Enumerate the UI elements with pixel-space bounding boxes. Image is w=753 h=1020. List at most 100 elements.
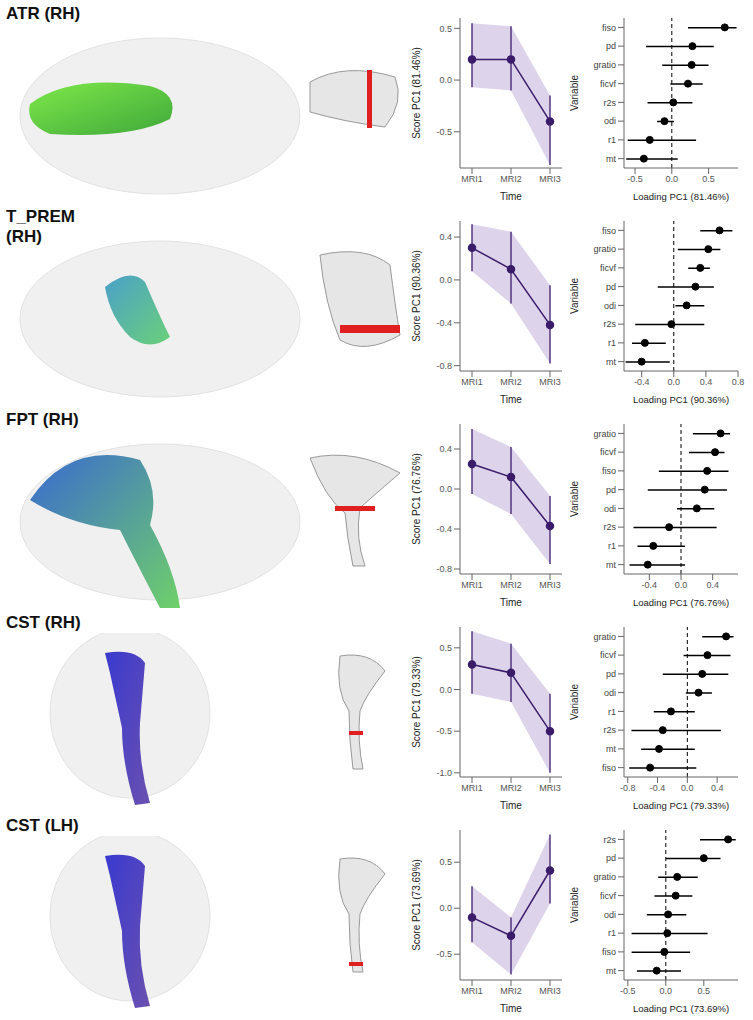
svg-text:-0.4: -0.4 <box>634 377 650 387</box>
svg-text:fiso: fiso <box>602 23 616 33</box>
svg-text:odi: odi <box>604 688 616 698</box>
svg-text:r2s: r2s <box>603 522 616 532</box>
svg-text:0.4: 0.4 <box>700 377 713 387</box>
svg-text:Score PC1 (79.33%): Score PC1 (79.33%) <box>411 656 422 748</box>
svg-text:-0.5: -0.5 <box>620 986 636 996</box>
svg-text:MRI3: MRI3 <box>539 377 561 387</box>
svg-text:MRI3: MRI3 <box>539 986 561 996</box>
svg-text:Score PC1 (81.46%): Score PC1 (81.46%) <box>411 47 422 139</box>
svg-text:odi: odi <box>604 504 616 514</box>
svg-text:fiso: fiso <box>602 226 616 236</box>
svg-text:odi: odi <box>604 910 616 920</box>
svg-text:Score PC1 (90.36%): Score PC1 (90.36%) <box>411 250 422 342</box>
svg-text:MRI3: MRI3 <box>539 580 561 590</box>
svg-text:0.4: 0.4 <box>439 232 452 242</box>
svg-text:gratio: gratio <box>593 244 616 254</box>
svg-text:pd: pd <box>606 282 616 292</box>
svg-text:r1: r1 <box>608 541 616 551</box>
svg-text:Variable: Variable <box>570 887 580 923</box>
svg-text:-0.4: -0.4 <box>642 580 658 590</box>
svg-text:fiso: fiso <box>602 466 616 476</box>
svg-text:-0.4: -0.4 <box>436 524 452 534</box>
svg-text:Variable: Variable <box>570 75 580 111</box>
svg-text:0.5: 0.5 <box>702 174 715 184</box>
svg-text:gratio: gratio <box>593 60 616 70</box>
svg-text:0.0: 0.0 <box>439 275 452 285</box>
svg-text:r1: r1 <box>608 135 616 145</box>
svg-text:MRI2: MRI2 <box>500 783 522 793</box>
svg-text:odi: odi <box>604 116 616 126</box>
svg-text:0.5: 0.5 <box>439 643 452 653</box>
svg-text:Time: Time <box>500 597 522 608</box>
svg-text:Loading PC1 (81.46%): Loading PC1 (81.46%) <box>633 191 729 202</box>
svg-text:r2s: r2s <box>603 835 616 845</box>
svg-text:0.0: 0.0 <box>439 685 452 695</box>
svg-text:Score PC1 (73.69%): Score PC1 (73.69%) <box>411 859 422 951</box>
svg-text:gratio: gratio <box>593 872 616 882</box>
svg-text:pd: pd <box>606 41 616 51</box>
svg-text:Time: Time <box>500 1003 522 1014</box>
svg-text:0.0: 0.0 <box>439 484 452 494</box>
svg-text:r1: r1 <box>608 707 616 717</box>
svg-text:Time: Time <box>500 800 522 811</box>
svg-text:Variable: Variable <box>570 481 580 517</box>
svg-text:Variable: Variable <box>570 278 580 314</box>
svg-text:ficvf: ficvf <box>600 891 617 901</box>
svg-text:-1.0: -1.0 <box>436 768 452 778</box>
svg-text:MRI3: MRI3 <box>539 174 561 184</box>
svg-text:gratio: gratio <box>593 632 616 642</box>
svg-text:0.0: 0.0 <box>439 75 452 85</box>
svg-text:mt: mt <box>606 744 616 754</box>
svg-text:0.0: 0.0 <box>675 580 688 590</box>
svg-text:-0.4: -0.4 <box>650 783 666 793</box>
svg-text:r1: r1 <box>608 928 616 938</box>
svg-text:odi: odi <box>604 301 616 311</box>
svg-text:MRI2: MRI2 <box>500 377 522 387</box>
svg-text:fiso: fiso <box>602 763 616 773</box>
svg-text:ficvf: ficvf <box>600 79 617 89</box>
svg-text:mt: mt <box>606 966 616 976</box>
svg-text:-0.8: -0.8 <box>620 783 636 793</box>
svg-text:Time: Time <box>500 394 522 405</box>
svg-text:MRI1: MRI1 <box>461 580 483 590</box>
svg-text:0.0: 0.0 <box>660 986 673 996</box>
svg-text:ficvf: ficvf <box>600 263 617 273</box>
svg-text:pd: pd <box>606 669 616 679</box>
svg-text:MRI1: MRI1 <box>461 783 483 793</box>
svg-text:MRI1: MRI1 <box>461 377 483 387</box>
svg-text:0.0: 0.0 <box>668 377 681 387</box>
svg-text:MRI1: MRI1 <box>461 986 483 996</box>
svg-text:Score PC1 (76.76%): Score PC1 (76.76%) <box>411 453 422 545</box>
svg-text:-0.5: -0.5 <box>436 127 452 137</box>
svg-text:ficvf: ficvf <box>600 447 617 457</box>
svg-text:pd: pd <box>606 853 616 863</box>
svg-text:-0.5: -0.5 <box>436 949 452 959</box>
svg-text:r2s: r2s <box>603 98 616 108</box>
svg-text:pd: pd <box>606 485 616 495</box>
svg-text:0.5: 0.5 <box>698 986 711 996</box>
svg-text:-0.5: -0.5 <box>627 174 643 184</box>
svg-text:Loading PC1 (90.36%): Loading PC1 (90.36%) <box>633 394 729 405</box>
svg-text:0.0: 0.0 <box>666 174 679 184</box>
svg-text:Loading PC1 (76.76%): Loading PC1 (76.76%) <box>633 597 729 608</box>
svg-text:mt: mt <box>606 154 616 164</box>
svg-text:Loading PC1 (73.69%): Loading PC1 (73.69%) <box>633 1003 729 1014</box>
svg-text:0.8: 0.8 <box>732 377 745 387</box>
svg-text:0.5: 0.5 <box>439 24 452 34</box>
svg-text:0.5: 0.5 <box>439 857 452 867</box>
svg-text:MRI1: MRI1 <box>461 174 483 184</box>
svg-text:Variable: Variable <box>570 684 580 720</box>
svg-text:r2s: r2s <box>603 725 616 735</box>
svg-text:fiso: fiso <box>602 947 616 957</box>
svg-text:Time: Time <box>500 191 522 202</box>
svg-text:MRI2: MRI2 <box>500 580 522 590</box>
svg-text:MRI2: MRI2 <box>500 174 522 184</box>
svg-text:r2s: r2s <box>603 319 616 329</box>
svg-text:gratio: gratio <box>593 429 616 439</box>
svg-text:ficvf: ficvf <box>600 650 617 660</box>
svg-text:mt: mt <box>606 560 616 570</box>
svg-text:Loading PC1 (79.33%): Loading PC1 (79.33%) <box>633 800 729 811</box>
svg-text:0.4: 0.4 <box>706 580 719 590</box>
svg-text:-0.4: -0.4 <box>436 318 452 328</box>
svg-text:0.0: 0.0 <box>681 783 694 793</box>
